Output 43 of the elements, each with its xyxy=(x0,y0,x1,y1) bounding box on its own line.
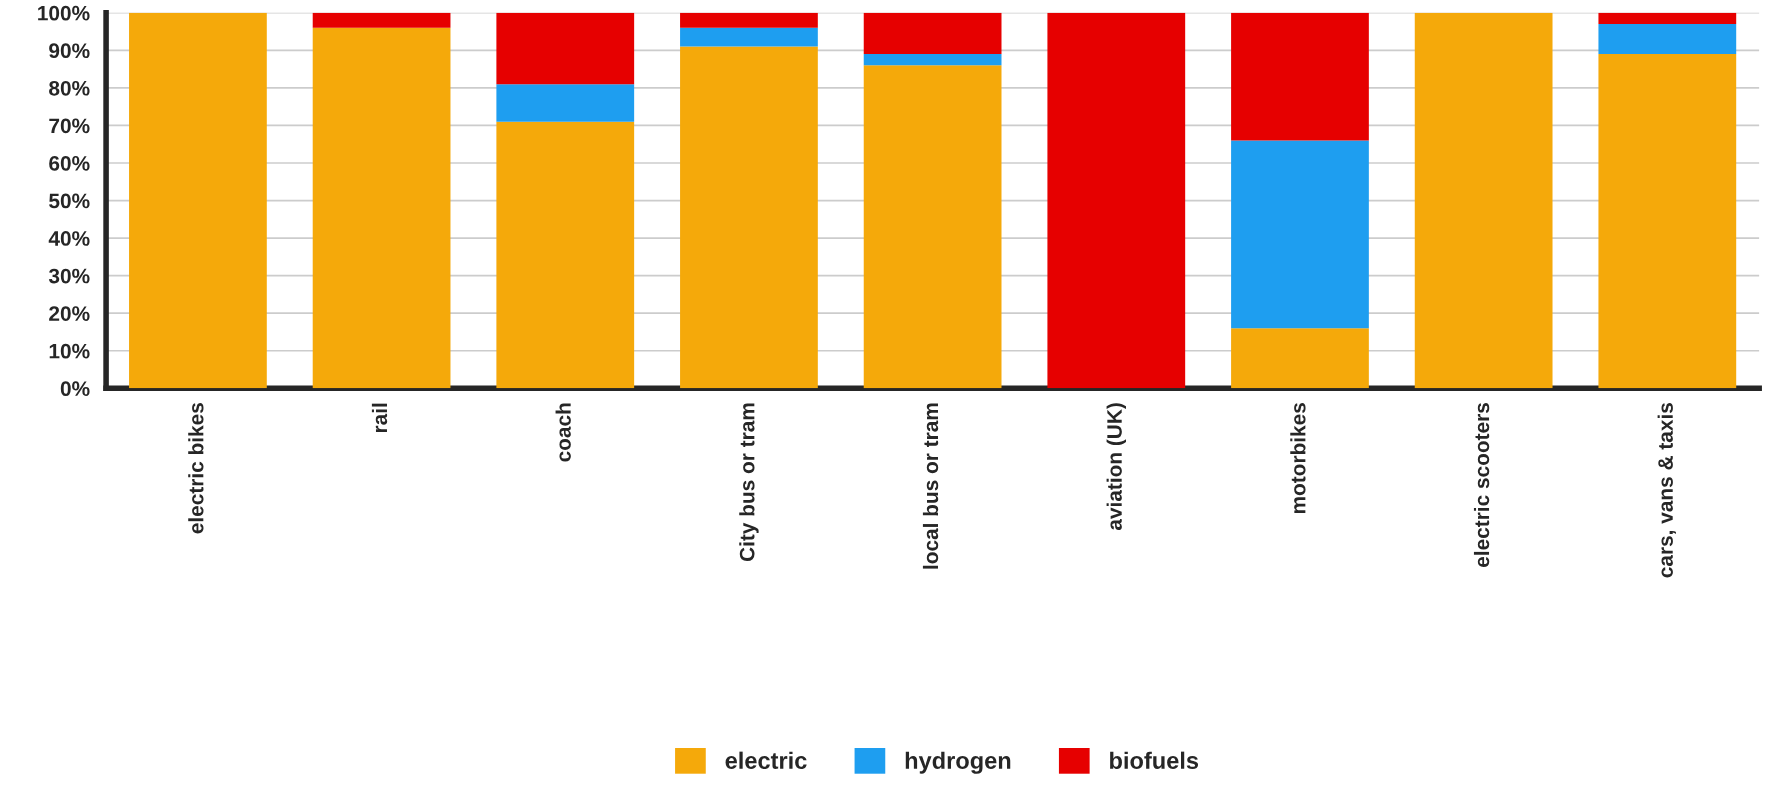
bar xyxy=(680,27,818,47)
bar xyxy=(1598,24,1737,55)
x-tick-label: motorbikes xyxy=(1290,403,1306,514)
x-tick-label: rail xyxy=(371,403,388,433)
bar xyxy=(680,12,818,28)
bar xyxy=(496,84,635,122)
bar xyxy=(1598,12,1737,25)
x-tick-label: local bus or tram xyxy=(922,403,939,569)
bar xyxy=(129,12,267,389)
y-tick-label: 10% xyxy=(49,343,90,359)
bar xyxy=(312,12,451,28)
bar xyxy=(863,12,1002,55)
x-tick-label: coach xyxy=(555,403,571,462)
y-tick-label: 80% xyxy=(49,80,90,96)
bar xyxy=(863,65,1002,389)
bar xyxy=(1598,54,1737,389)
bar xyxy=(496,121,635,389)
y-tick-label: 50% xyxy=(49,193,90,209)
y-tick-label: 100% xyxy=(38,5,90,21)
y-tick-label: 30% xyxy=(48,268,90,284)
y-tick-label: 40% xyxy=(48,231,90,246)
bar xyxy=(1231,140,1369,329)
x-tick-label: aviation (UK) xyxy=(1106,403,1127,531)
bar xyxy=(1231,12,1369,141)
y-tick-label: 0% xyxy=(60,381,90,397)
bar xyxy=(1047,12,1186,389)
legend-label: biofuels xyxy=(1110,751,1199,769)
bar xyxy=(1231,328,1369,389)
legend-label: hydrogen xyxy=(905,751,1011,774)
legend-label: electric xyxy=(725,751,807,769)
bar xyxy=(680,46,818,389)
y-tick-label: 90% xyxy=(49,43,90,59)
x-tick-label: electric bikes xyxy=(188,403,204,534)
x-tick-label: electric scooters xyxy=(1473,403,1490,567)
bar xyxy=(1414,12,1553,389)
x-tick-label: City bus or tram xyxy=(739,403,759,562)
bar xyxy=(312,27,451,389)
bar xyxy=(496,12,635,85)
y-tick-label: 20% xyxy=(49,306,90,321)
y-tick-label: 60% xyxy=(49,156,90,171)
bar xyxy=(863,54,1002,66)
x-tick-label: cars, vans & taxis xyxy=(1657,403,1676,578)
y-tick-label: 70% xyxy=(49,118,90,134)
